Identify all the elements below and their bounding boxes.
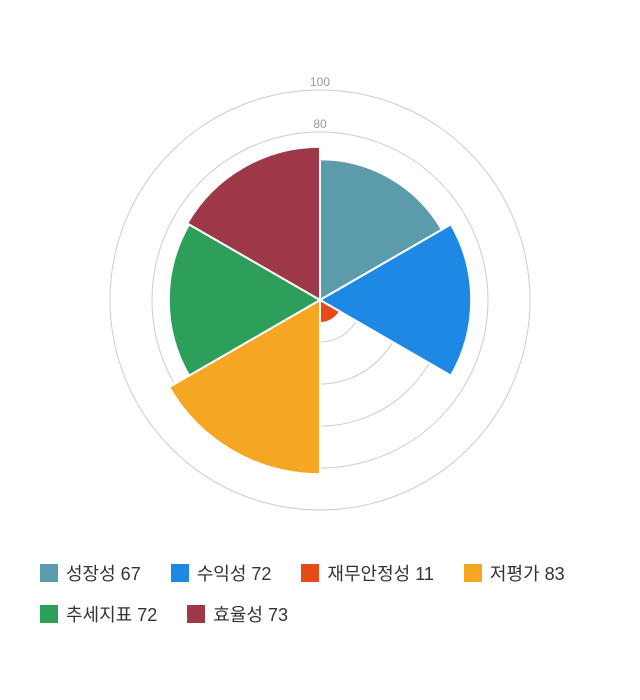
legend-swatch <box>464 564 482 582</box>
legend-swatch <box>40 605 58 623</box>
legend-label: 재무안정성 11 <box>327 560 434 586</box>
legend-swatch <box>40 564 58 582</box>
svg-text:80: 80 <box>313 117 327 131</box>
legend-label: 수익성 72 <box>197 560 272 586</box>
legend-item: 효율성 73 <box>187 601 288 627</box>
legend-label: 저평가 83 <box>490 560 565 586</box>
legend-swatch <box>171 564 189 582</box>
legend-swatch <box>301 564 319 582</box>
legend-item: 성장성 67 <box>40 560 141 586</box>
svg-text:100: 100 <box>310 75 330 89</box>
legend-item: 추세지표 72 <box>40 601 157 627</box>
legend-item: 수익성 72 <box>171 560 272 586</box>
polar-chart-container: 020406080100 성장성 67수익성 72재무안정성 11저평가 83추… <box>0 0 640 700</box>
legend-item: 재무안정성 11 <box>301 560 434 586</box>
legend-swatch <box>187 605 205 623</box>
legend-label: 추세지표 72 <box>66 601 157 627</box>
polar-chart-svg: 020406080100 <box>0 0 640 560</box>
legend-item: 저평가 83 <box>464 560 565 586</box>
legend-label: 효율성 73 <box>213 601 288 627</box>
legend-label: 성장성 67 <box>66 560 141 586</box>
chart-legend: 성장성 67 수익성 72 재무안정성 11 저평가 83 추세지표 72 효율성 73 <box>0 560 640 642</box>
